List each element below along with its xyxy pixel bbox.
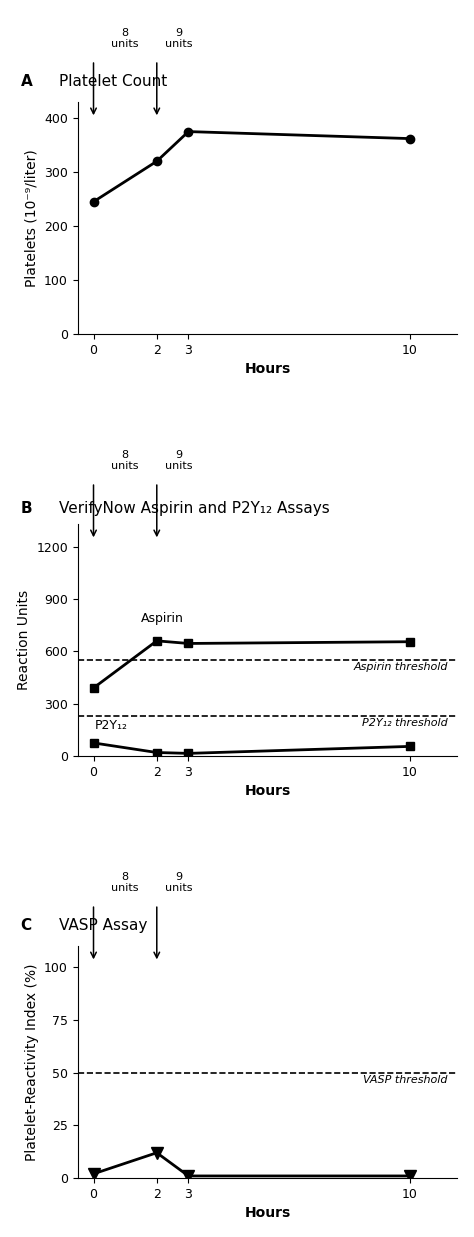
Text: 9
units: 9 units: [165, 872, 193, 893]
Text: P2Y₁₂: P2Y₁₂: [95, 720, 128, 732]
Text: 8
units: 8 units: [111, 27, 139, 48]
Y-axis label: Platelets (10⁻⁹/liter): Platelets (10⁻⁹/liter): [25, 148, 38, 287]
Y-axis label: Platelet-Reactivity Index (%): Platelet-Reactivity Index (%): [25, 964, 38, 1160]
Text: C: C: [21, 918, 32, 933]
Text: Aspirin threshold: Aspirin threshold: [353, 662, 448, 672]
Text: 9
units: 9 units: [165, 27, 193, 48]
Text: Platelet Count: Platelet Count: [59, 74, 167, 89]
X-axis label: Hours: Hours: [245, 784, 291, 798]
Text: B: B: [21, 501, 32, 516]
X-axis label: Hours: Hours: [245, 1206, 291, 1221]
Text: VASP Assay: VASP Assay: [59, 918, 147, 933]
Y-axis label: Reaction Units: Reaction Units: [17, 590, 31, 690]
Text: A: A: [21, 74, 33, 89]
Text: VASP threshold: VASP threshold: [364, 1075, 448, 1085]
Text: P2Y₁₂ threshold: P2Y₁₂ threshold: [362, 717, 448, 727]
Text: VerifyNow Aspirin and P2Y₁₂ Assays: VerifyNow Aspirin and P2Y₁₂ Assays: [59, 501, 329, 516]
Text: 9
units: 9 units: [165, 450, 193, 470]
Text: 8
units: 8 units: [111, 872, 139, 893]
Text: Aspirin: Aspirin: [141, 612, 184, 625]
Text: 8
units: 8 units: [111, 450, 139, 470]
X-axis label: Hours: Hours: [245, 362, 291, 376]
